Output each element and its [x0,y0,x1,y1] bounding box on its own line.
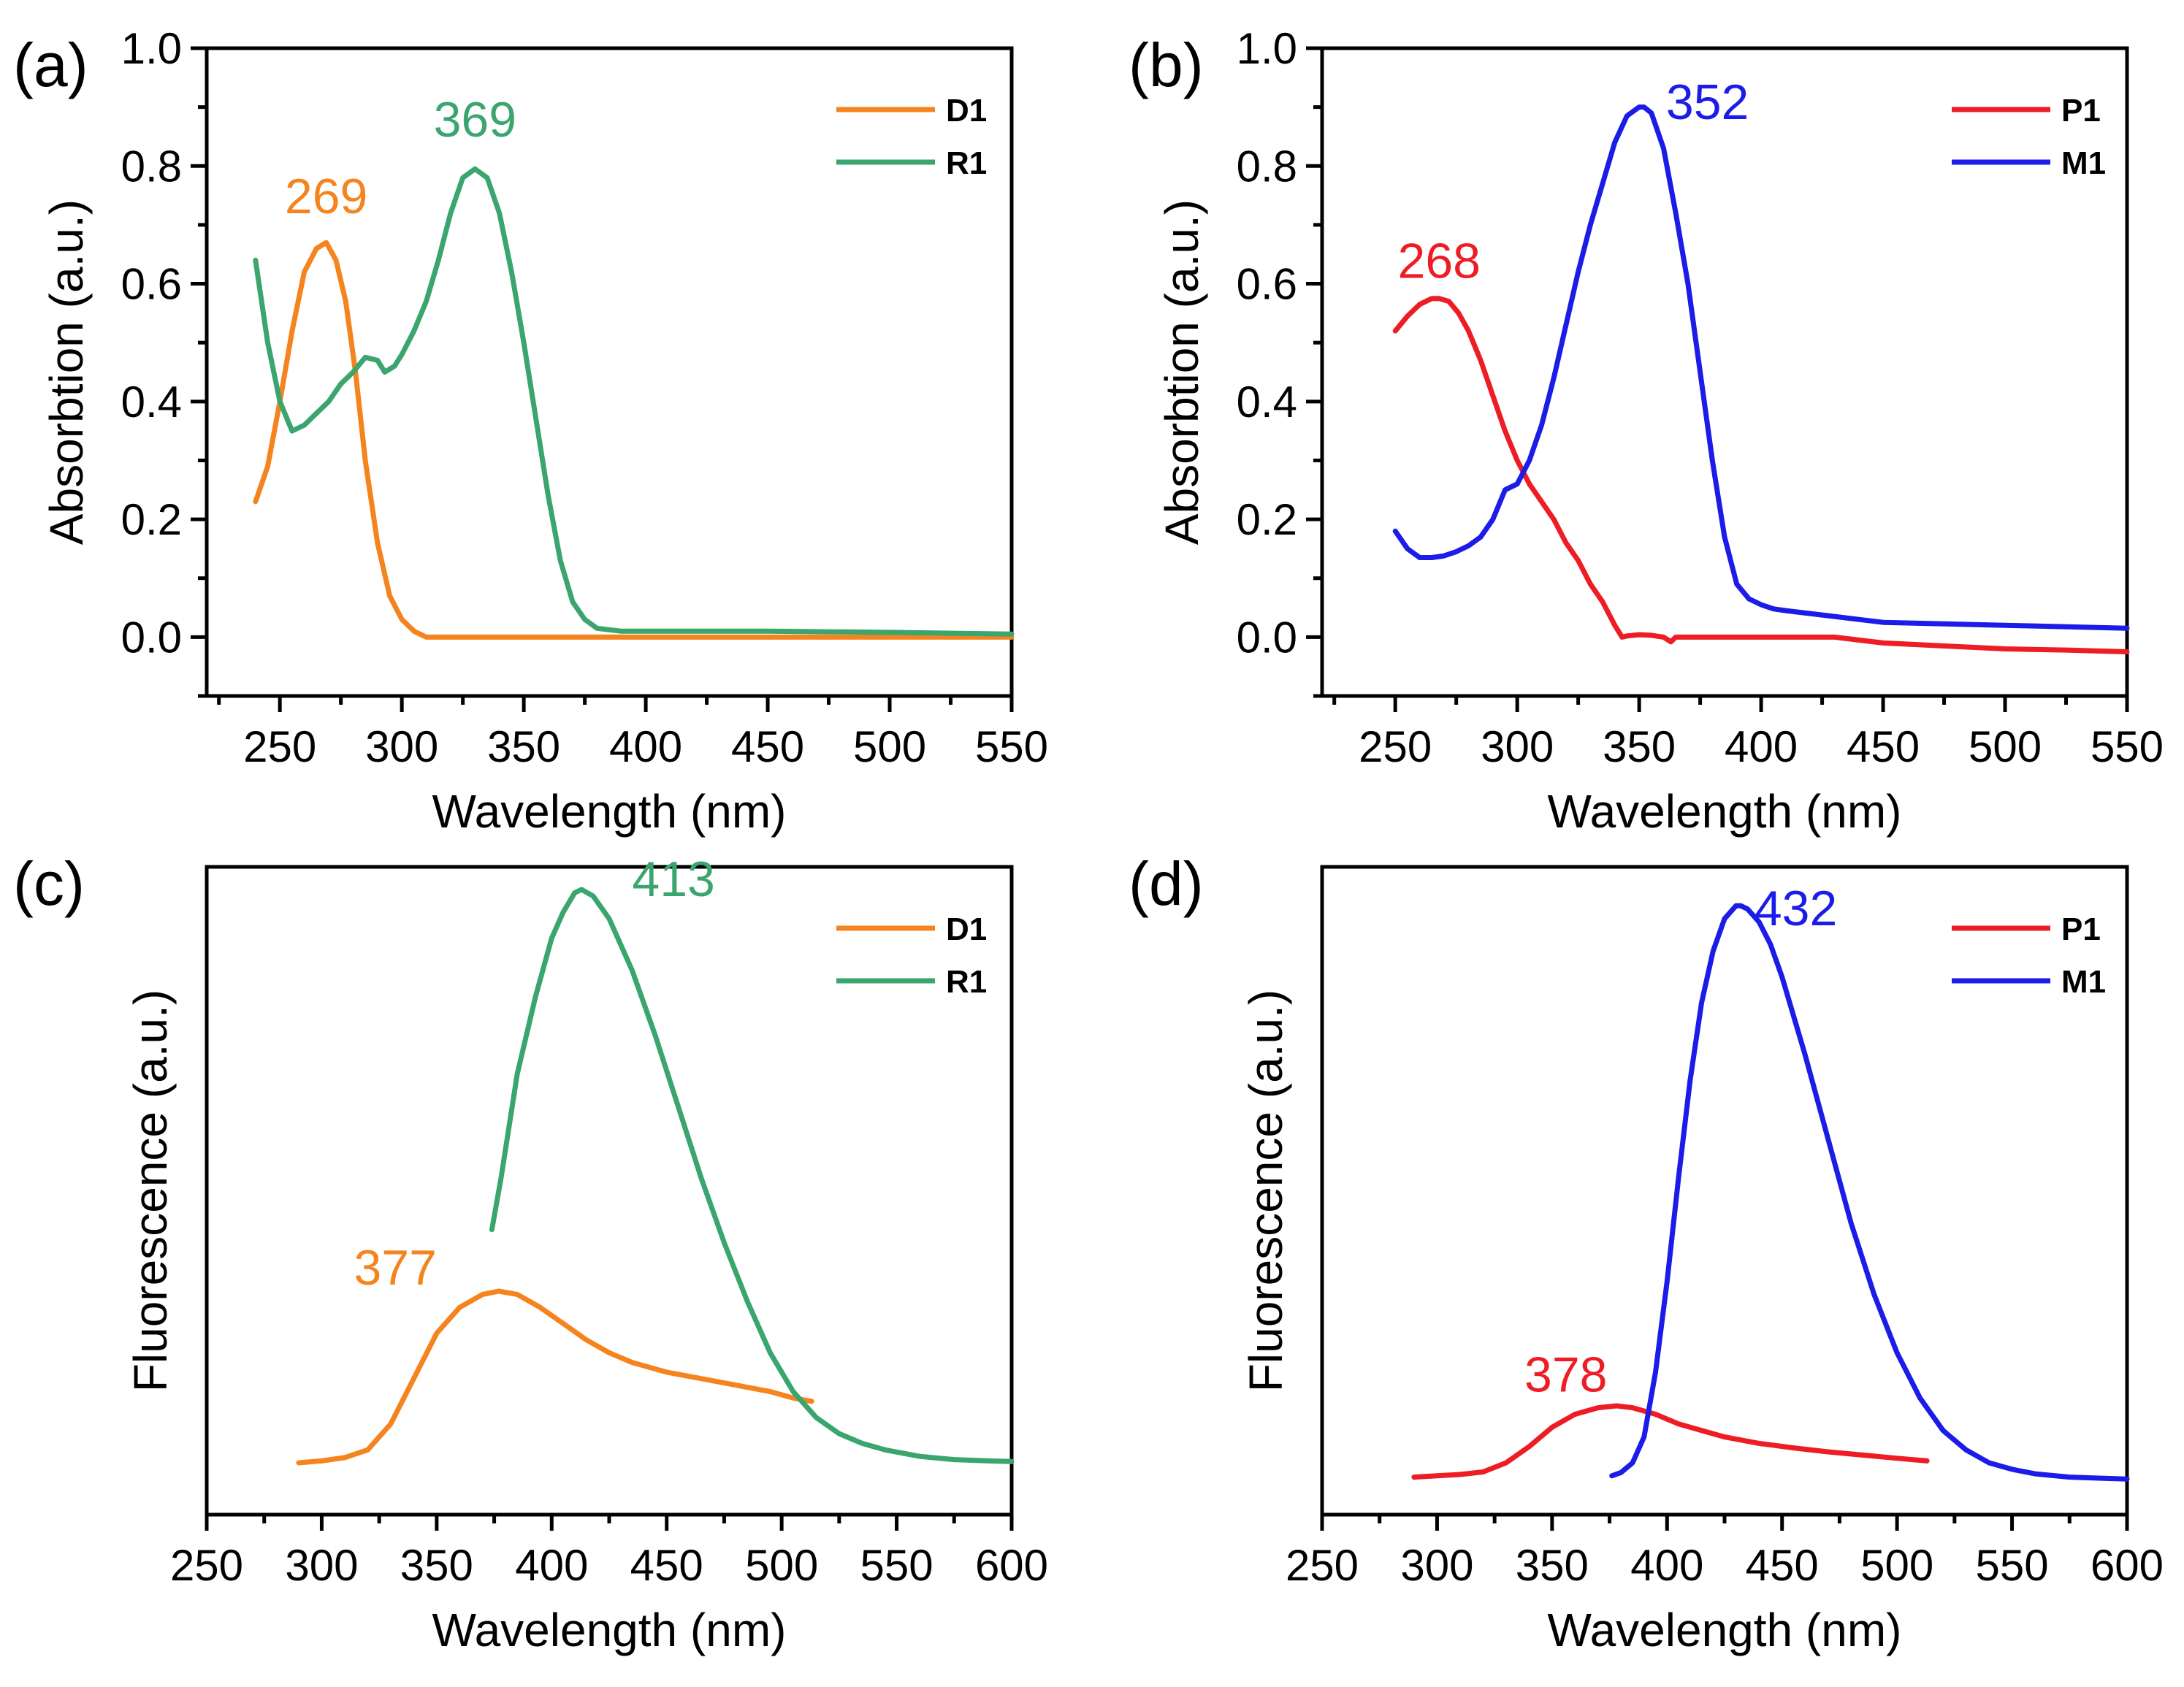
y-axis-label: Absorbtion (a.u.) [40,199,93,545]
y-tick-label: 1.0 [121,24,182,73]
x-tick-label: 300 [365,722,438,771]
x-tick-label: 350 [1516,1541,1589,1590]
x-tick-label: 500 [1969,722,2042,771]
panel-b: 250 300 350 400 450 500 550 0.0 0.2 0.4 0.6 0.8 1.0 W… [1129,24,2164,838]
peak-annotation: 432 [1755,881,1837,936]
series-line-P1 [1392,296,2130,654]
y-tick-label: 0.0 [1237,613,1297,662]
legend-label-P1: P1 [2061,911,2101,947]
panel-c: 250 300 350 400 450 500 550 600 Wavelength (nm) F… [13,849,1048,1656]
x-axis-label: Wavelength (nm) [432,1604,787,1656]
peak-annotation: 413 [632,852,714,907]
legend-label-M1: M1 [2061,964,2106,1000]
series-line-D1 [253,240,1015,640]
x-tick-label: 300 [1400,1541,1473,1590]
y-tick-label: 0.4 [121,378,182,426]
plot-frame [1320,46,2129,698]
x-axis-label: Wavelength (nm) [1548,785,1902,838]
panel-a: 250 300 350 400 450 500 550 0.0 0.2 0.4 0.6 0.8 1.0 W… [13,24,1048,838]
legend-label-D1: D1 [946,93,987,129]
y-axis-label: Absorbtion (a.u.) [1156,199,1208,545]
panel-label: (c) [13,849,85,918]
plot-frame [1320,865,2129,1517]
panel-d: 250 300 350 400 450 500 550 600 Wavelength (nm) F… [1129,849,2164,1656]
series-line-R1 [489,887,1015,1464]
x-tick-label: 550 [1976,1541,2049,1590]
x-tick-label: 300 [285,1541,358,1590]
x-tick-label: 350 [487,722,560,771]
x-tick-label: 500 [1860,1541,1933,1590]
x-tick-label: 400 [515,1541,588,1590]
x-tick-label: 400 [609,722,682,771]
legend-label-P1: P1 [2061,93,2101,129]
x-tick-label: 400 [1725,722,1798,771]
x-tick-label: 250 [1286,1541,1359,1590]
series-line-R1 [253,166,1015,637]
legend-label-M1: M1 [2061,145,2106,181]
y-tick-label: 0.8 [121,142,182,191]
series-line-P1 [1411,1403,1930,1480]
x-tick-label: 550 [860,1541,933,1590]
legend-label-D1: D1 [946,911,987,947]
y-tick-label: 0.2 [121,495,182,544]
x-tick-label: 450 [1746,1541,1819,1590]
x-tick-label: 250 [1359,722,1432,771]
x-tick-label: 250 [243,722,316,771]
x-axis-label: Wavelength (nm) [432,785,787,838]
peak-annotation: 268 [1398,233,1481,288]
x-tick-label: 250 [170,1541,243,1590]
x-tick-label: 500 [853,722,926,771]
x-tick-label: 300 [1481,722,1554,771]
series-line-D1 [296,1288,814,1466]
y-tick-label: 0.2 [1237,495,1297,544]
x-tick-label: 450 [1847,722,1920,771]
y-tick-label: 0.0 [121,613,182,662]
x-axis-label: Wavelength (nm) [1548,1604,1902,1656]
x-tick-label: 350 [1603,722,1676,771]
y-tick-label: 0.4 [1237,378,1297,426]
panel-label: (d) [1129,849,1204,918]
x-tick-label: 550 [2091,722,2164,771]
panel-label: (b) [1129,31,1204,99]
y-tick-label: 0.8 [1237,142,1297,191]
peak-annotation: 352 [1666,74,1749,130]
series-line-M1 [1609,903,2130,1482]
peak-annotation: 378 [1524,1347,1607,1402]
plot-frame [205,865,1014,1517]
peak-annotation: 269 [285,169,367,224]
x-tick-label: 400 [1630,1541,1703,1590]
x-tick-label: 600 [2091,1541,2164,1590]
x-tick-label: 600 [975,1541,1048,1590]
peak-annotation: 377 [354,1240,436,1296]
legend-label-R1: R1 [946,964,987,1000]
y-axis-label: Fluorescence (a.u.) [124,990,177,1392]
x-tick-label: 450 [731,722,804,771]
y-axis-label: Fluorescence (a.u.) [1240,990,1292,1392]
x-tick-label: 550 [975,722,1048,771]
peak-annotation: 369 [434,92,516,148]
series-line-M1 [1392,104,2130,631]
y-tick-label: 1.0 [1237,24,1297,73]
y-tick-label: 0.6 [1237,260,1297,309]
legend-label-R1: R1 [946,145,987,181]
x-tick-label: 350 [400,1541,473,1590]
panel-label: (a) [13,31,88,99]
y-tick-label: 0.6 [121,260,182,309]
plot-frame [205,46,1014,698]
x-tick-label: 450 [630,1541,703,1590]
x-tick-label: 500 [745,1541,818,1590]
